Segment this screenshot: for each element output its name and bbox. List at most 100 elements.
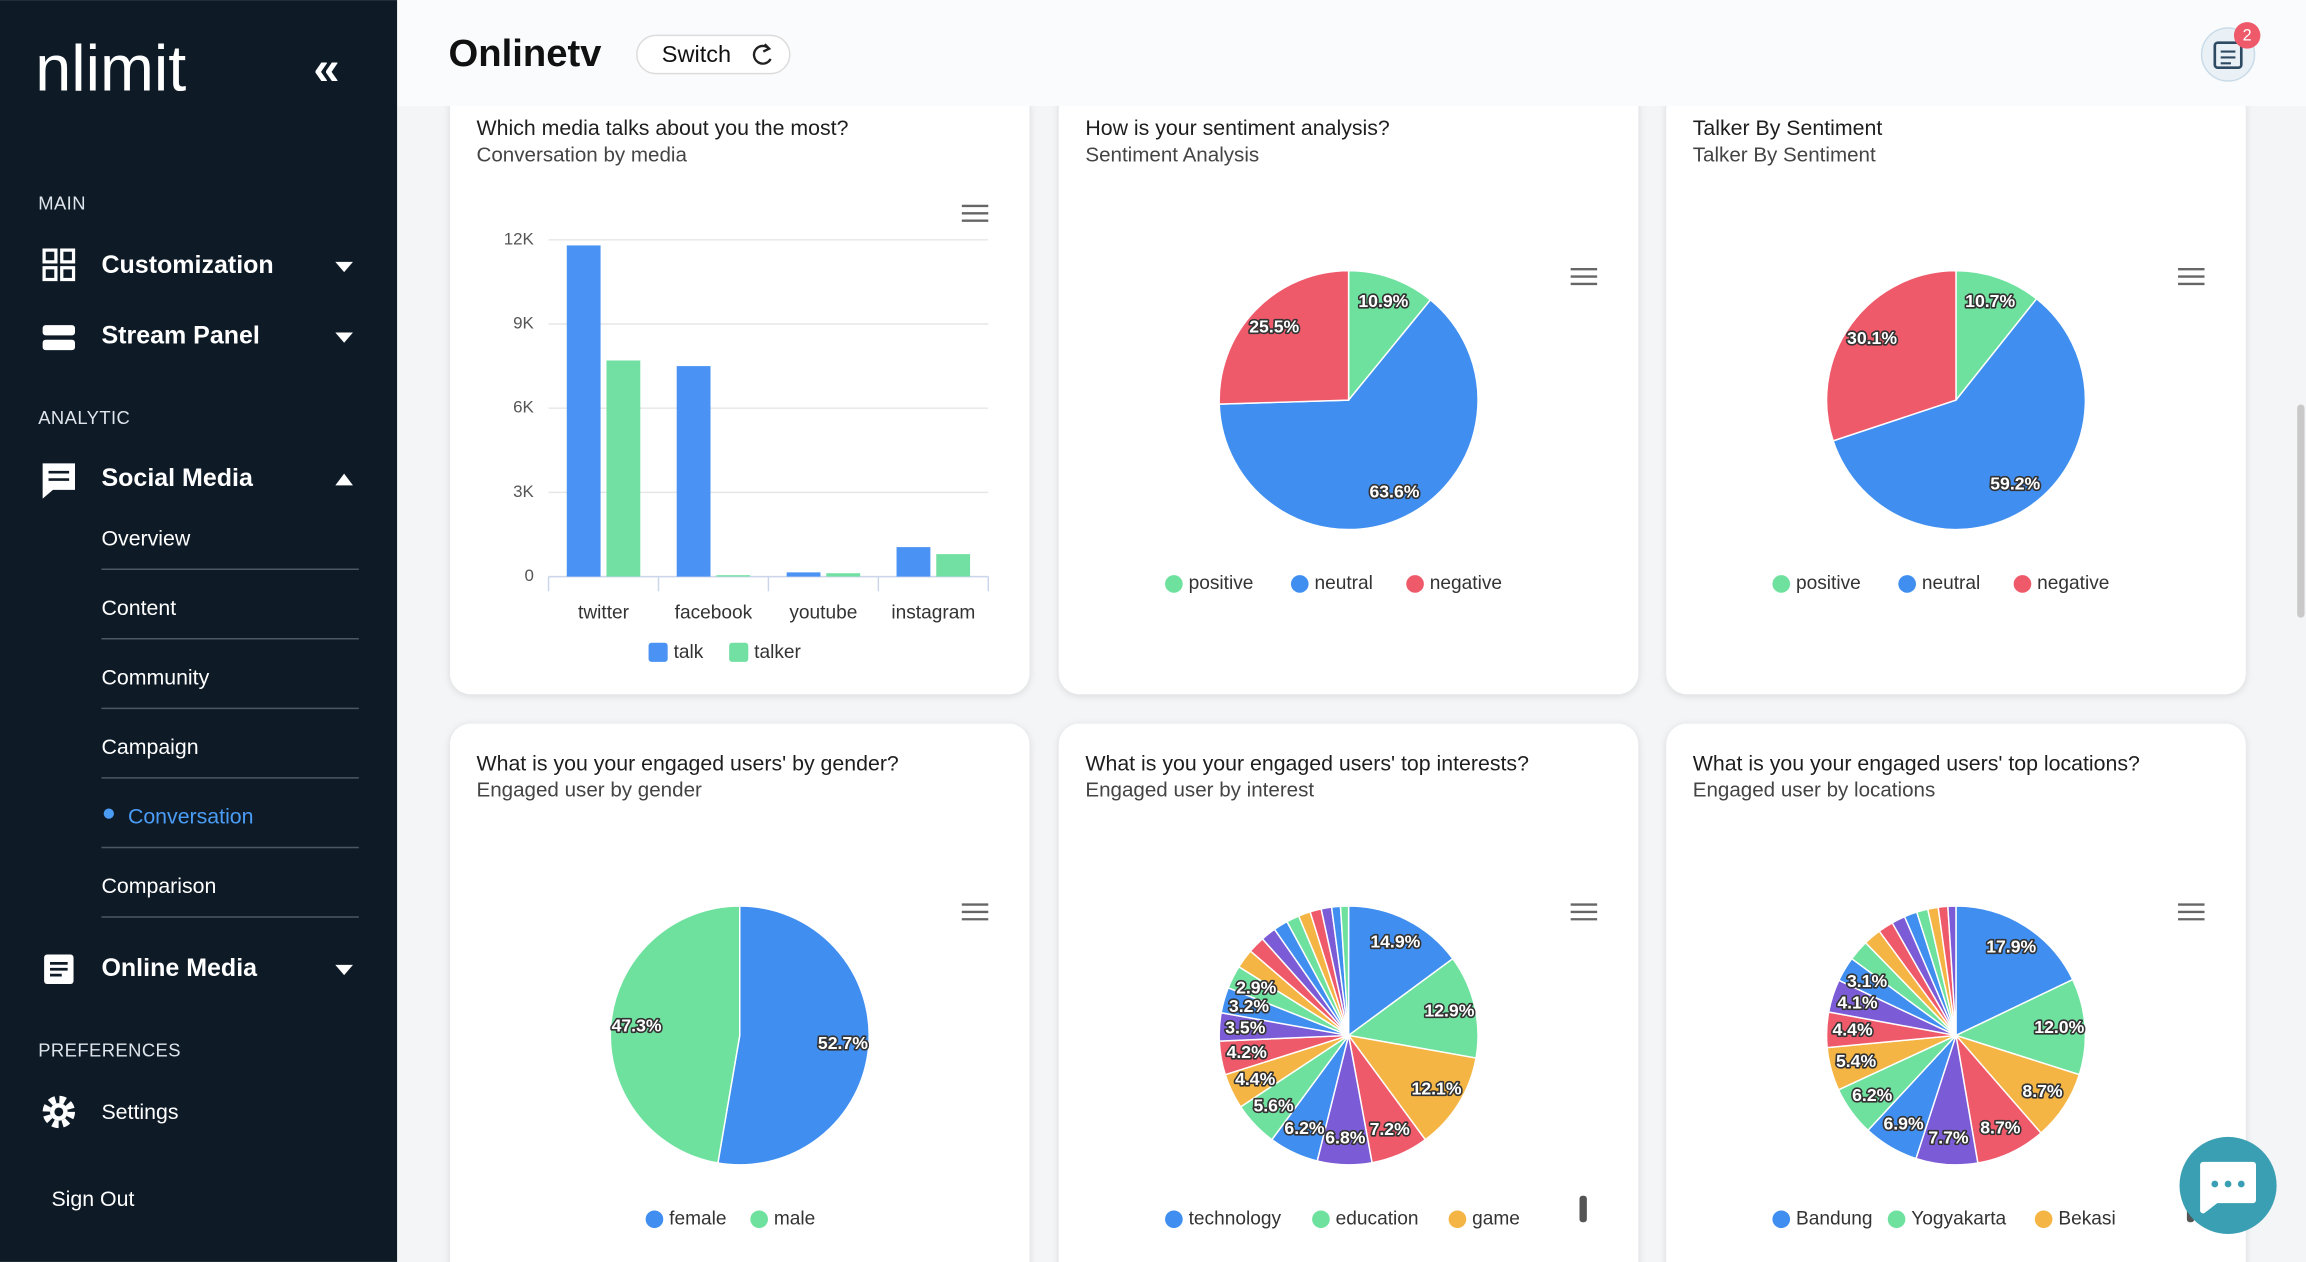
legend-label[interactable]: neutral <box>1314 573 1372 594</box>
legend-marker[interactable] <box>1165 575 1183 593</box>
caret-down[interactable] <box>335 332 353 343</box>
legend-label[interactable]: game <box>1472 1208 1520 1229</box>
sidebar <box>0 0 398 1262</box>
bar <box>716 575 751 577</box>
legend-marker[interactable] <box>1290 575 1309 593</box>
legend-label[interactable]: female <box>669 1208 726 1229</box>
slice-label: 8.7% <box>2022 1081 2063 1101</box>
x-tick-label: youtube <box>789 602 857 623</box>
notification-badge <box>2233 22 2261 49</box>
chart-card: What is you your engaged users' by gende… <box>450 723 1030 1262</box>
legend-marker[interactable] <box>645 1210 664 1229</box>
legend-marker[interactable] <box>1772 1210 1791 1229</box>
chart-title: What is you your engaged users' by gende… <box>476 751 898 775</box>
scrollbar[interactable] <box>2297 404 2305 618</box>
legend-label[interactable]: Bekasi <box>2058 1208 2115 1229</box>
slice-label: 3.2% <box>1229 996 1270 1016</box>
slice-label: 47.3% <box>612 1015 662 1035</box>
customization-icon <box>42 248 76 282</box>
x-tick-label: facebook <box>675 602 753 623</box>
legend-marker[interactable] <box>1406 575 1424 593</box>
sign-out[interactable]: Sign Out <box>51 1187 134 1211</box>
x-tick-label: twitter <box>578 602 630 623</box>
legend-marker[interactable] <box>1898 575 1916 593</box>
legend: technologyeducationgamemarketingautomoti… <box>1165 1208 1520 1229</box>
y-tick-label: 0 <box>524 566 533 585</box>
slice-label: 7.7% <box>1928 1127 1969 1147</box>
pie-slice <box>1218 298 1479 531</box>
chart-title: How is your sentiment analysis? <box>1085 116 1390 140</box>
sub-nav-item[interactable]: Comparison <box>101 874 216 898</box>
social-media-icon-lines <box>48 470 70 481</box>
legend-label[interactable]: negative <box>1430 573 1502 594</box>
nav-item[interactable]: Settings <box>101 1100 178 1124</box>
bar <box>936 554 971 577</box>
chart-subtitle: Conversation by media <box>476 143 687 166</box>
caret-down[interactable] <box>335 964 353 976</box>
refresh-icon[interactable] <box>752 43 772 65</box>
legend-marker[interactable] <box>1312 1210 1330 1229</box>
legend-label[interactable]: education <box>1336 1208 1419 1229</box>
legend-label[interactable]: positive <box>1796 573 1861 594</box>
slice-label: 7.2% <box>1370 1119 1411 1139</box>
sub-nav-item[interactable]: Content <box>101 596 176 620</box>
legend-marker[interactable] <box>1165 1210 1183 1229</box>
slice-label: 6.2% <box>1852 1085 1893 1105</box>
legend-marker[interactable] <box>2013 575 2032 593</box>
section-heading: ANALYTIC <box>38 407 130 428</box>
legend-swatch[interactable] <box>648 642 668 662</box>
collapse-button[interactable]: « <box>313 42 339 95</box>
legend-marker[interactable] <box>1772 575 1791 593</box>
bar <box>606 360 641 577</box>
chart-subtitle: Sentiment Analysis <box>1085 143 1259 166</box>
chat-icon-dots <box>2211 1180 2245 1188</box>
pie-slice <box>1825 269 1957 442</box>
legend-label[interactable]: talk <box>674 642 704 663</box>
notification-icon <box>2213 41 2243 70</box>
legend-label[interactable]: negative <box>2037 573 2109 594</box>
nav-item[interactable]: Customization <box>101 251 273 279</box>
legend-marker[interactable] <box>1887 1210 1906 1229</box>
section-heading: PREFERENCES <box>38 1039 181 1060</box>
legend-label[interactable]: Yogyakarta <box>1911 1208 2006 1229</box>
slice-label: 10.7% <box>1965 291 2015 311</box>
pie-slice <box>1955 905 2074 1037</box>
legend-swatch[interactable] <box>729 642 749 662</box>
bar <box>676 366 711 577</box>
switch-label[interactable]: Switch <box>662 41 731 67</box>
switch-button[interactable] <box>636 34 791 75</box>
legend-scrollbar[interactable] <box>1579 1195 1587 1223</box>
legend-label[interactable]: Bandung <box>1796 1208 1873 1229</box>
section-heading: MAIN <box>38 192 86 213</box>
legend-marker[interactable] <box>1448 1210 1467 1229</box>
slice-label: 12.0% <box>2034 1017 2084 1037</box>
nav-item[interactable]: Stream Panel <box>101 321 259 349</box>
nav-item[interactable]: Social Media <box>101 464 254 492</box>
online-media-icon-lines <box>50 962 68 977</box>
caret-down[interactable] <box>335 261 353 273</box>
slice-label: 30.1% <box>1847 328 1897 348</box>
nav-item[interactable]: Online Media <box>101 954 258 982</box>
sub-nav-item[interactable]: Campaign <box>101 735 198 759</box>
legend-marker[interactable] <box>750 1210 768 1229</box>
caret-up[interactable] <box>335 473 353 486</box>
legend-marker[interactable] <box>2034 1210 2053 1229</box>
settings-icon-hole <box>54 1107 64 1117</box>
bar <box>826 573 861 577</box>
pie-slice <box>1347 905 1454 1037</box>
legend-label[interactable]: neutral <box>1922 573 1980 594</box>
chart-subtitle: Engaged user by gender <box>476 779 702 802</box>
legend-label[interactable]: technology <box>1189 1208 1282 1229</box>
legend-label[interactable]: positive <box>1189 573 1254 594</box>
slice-label: 4.4% <box>1832 1020 1873 1040</box>
sub-nav-item[interactable]: Overview <box>101 526 190 550</box>
slice-label: 12.9% <box>1424 1001 1474 1021</box>
legend-label[interactable]: talker <box>754 642 801 663</box>
sub-nav-item[interactable]: Community <box>101 666 209 690</box>
y-tick-label: 12K <box>504 229 535 248</box>
pie-slice <box>1347 269 1432 403</box>
sub-nav-item[interactable]: Conversation <box>128 805 254 829</box>
legend-label[interactable]: male <box>774 1208 815 1229</box>
y-tick-label: 9K <box>513 313 534 332</box>
